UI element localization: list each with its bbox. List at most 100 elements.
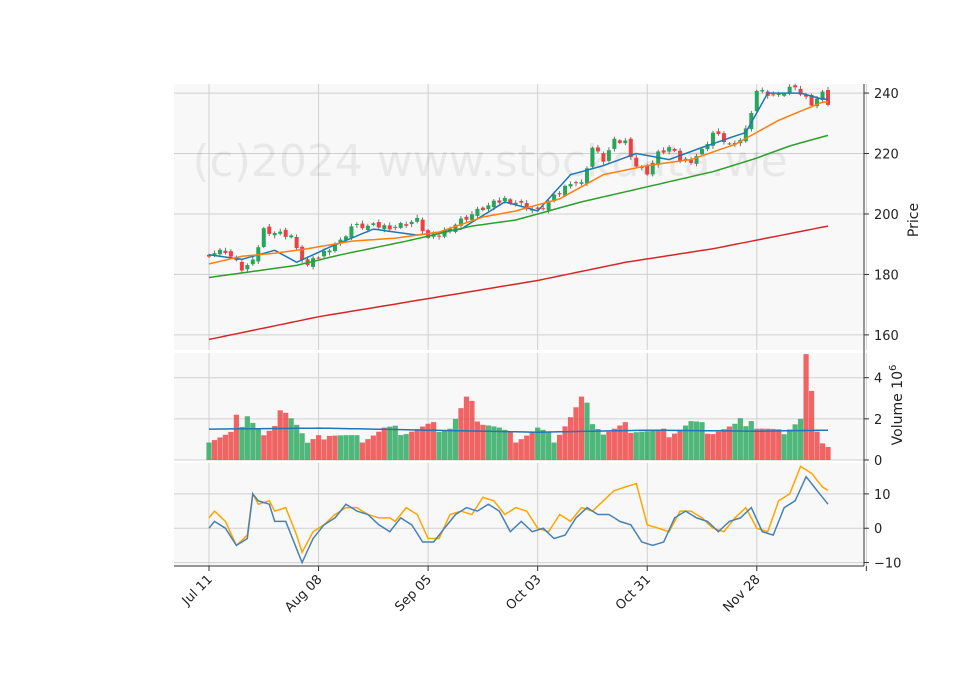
candle-body-up xyxy=(710,132,715,146)
moving-average-line-ma_mid xyxy=(208,101,828,265)
volume-bar xyxy=(726,426,732,460)
volume-bar xyxy=(573,407,579,460)
candlestick xyxy=(634,154,639,169)
volume-bar xyxy=(606,431,612,460)
volume-bar xyxy=(699,422,705,460)
candle-body-up xyxy=(278,231,283,234)
candle-body-down xyxy=(793,85,798,88)
price-tick-label: 200 xyxy=(874,208,899,223)
candlestick xyxy=(475,206,480,219)
candlestick xyxy=(261,226,266,249)
candle-body-down xyxy=(557,193,562,195)
volume-bar xyxy=(315,435,322,460)
moving-average-line-ma_slow xyxy=(208,134,829,279)
candle-body-down xyxy=(716,131,721,135)
volume-bar xyxy=(452,418,459,460)
volume-bar xyxy=(518,439,524,460)
volume-bar xyxy=(732,423,738,460)
candle-body-down xyxy=(480,207,485,211)
candle-body-up xyxy=(700,148,705,155)
volume-bar xyxy=(524,435,530,460)
volume-bar xyxy=(409,431,415,460)
candle-body-down xyxy=(721,133,726,143)
candle-body-down xyxy=(574,182,579,184)
candle-body-up xyxy=(623,140,628,144)
candle-body-up xyxy=(382,225,387,230)
candle-body-up xyxy=(705,144,710,150)
volume-bar xyxy=(710,434,716,460)
candle-body-up xyxy=(776,93,781,95)
price-tick-label: 240 xyxy=(874,87,899,102)
volume-axis-label: Volume 106 xyxy=(888,365,906,446)
candlestick xyxy=(771,91,776,97)
candlestick xyxy=(760,87,765,94)
oscillator-tick-label: 10 xyxy=(874,488,891,503)
candle-body-down xyxy=(661,150,666,153)
volume-bar xyxy=(332,435,338,460)
volume-bar xyxy=(622,422,628,460)
candle-body-up xyxy=(475,208,480,216)
volume-bar xyxy=(392,425,398,460)
candlestick xyxy=(590,146,595,168)
x-tick-label: Oct 31 xyxy=(613,572,654,613)
volume-bar xyxy=(819,443,826,460)
volume-bar xyxy=(261,435,267,460)
candle-body-down xyxy=(300,246,305,260)
watermark-text: (c)2024 www.stockdata.we xyxy=(192,136,787,187)
candlestick xyxy=(349,223,354,240)
volume-bar xyxy=(677,429,683,460)
candlestick xyxy=(464,215,469,223)
candlestick xyxy=(398,221,403,230)
volume-bar xyxy=(206,442,212,460)
volume-bar xyxy=(376,431,382,460)
candle-body-up xyxy=(458,218,463,226)
oscillator-tick-label: 0 xyxy=(874,522,882,537)
volume-bar xyxy=(562,426,568,460)
candle-body-down xyxy=(228,251,233,257)
volume-bar xyxy=(239,426,245,460)
moving-average-line-ma_fast xyxy=(208,92,828,264)
volume-bar xyxy=(721,429,727,460)
candlestick xyxy=(694,153,699,167)
candlestick xyxy=(294,234,299,251)
candlestick xyxy=(601,151,606,165)
candle-body-down xyxy=(239,261,244,271)
candlestick xyxy=(754,89,759,113)
candlestick xyxy=(793,83,798,91)
candle-body-down xyxy=(207,254,211,257)
candlestick xyxy=(595,144,600,154)
x-tick-label: Sep 05 xyxy=(392,572,435,615)
candle-body-down xyxy=(448,228,453,231)
candlestick xyxy=(245,263,250,273)
candlestick xyxy=(541,205,546,211)
volume-bar xyxy=(535,427,541,460)
candle-body-down xyxy=(316,257,321,259)
volume-bar xyxy=(348,435,355,460)
oscillator-tick-label: −10 xyxy=(874,557,901,572)
volume-bar xyxy=(589,424,596,460)
candle-body-down xyxy=(420,219,425,232)
volume-bar xyxy=(436,432,442,460)
volume-bar xyxy=(365,439,371,460)
candle-body-up xyxy=(272,233,277,236)
candle-body-up xyxy=(212,253,217,255)
candlestick xyxy=(250,256,255,266)
volume-bar xyxy=(655,429,661,460)
candle-body-down xyxy=(595,147,600,152)
oscillator-panel-background xyxy=(174,463,864,566)
candle-body-up xyxy=(727,143,732,145)
candle-body-down xyxy=(437,235,442,237)
volume-bar xyxy=(272,426,278,460)
volume-bar xyxy=(222,434,229,460)
candle-body-down xyxy=(617,140,622,143)
candlestick xyxy=(705,141,710,152)
volume-bar xyxy=(381,427,387,460)
candle-body-up xyxy=(590,147,595,167)
volume-bar xyxy=(611,428,617,460)
volume-bar xyxy=(704,433,711,460)
candle-body-down xyxy=(628,138,633,157)
candle-body-up xyxy=(667,147,672,152)
candle-body-up xyxy=(332,245,337,252)
candle-body-down xyxy=(519,200,524,203)
candlestick xyxy=(404,221,409,228)
